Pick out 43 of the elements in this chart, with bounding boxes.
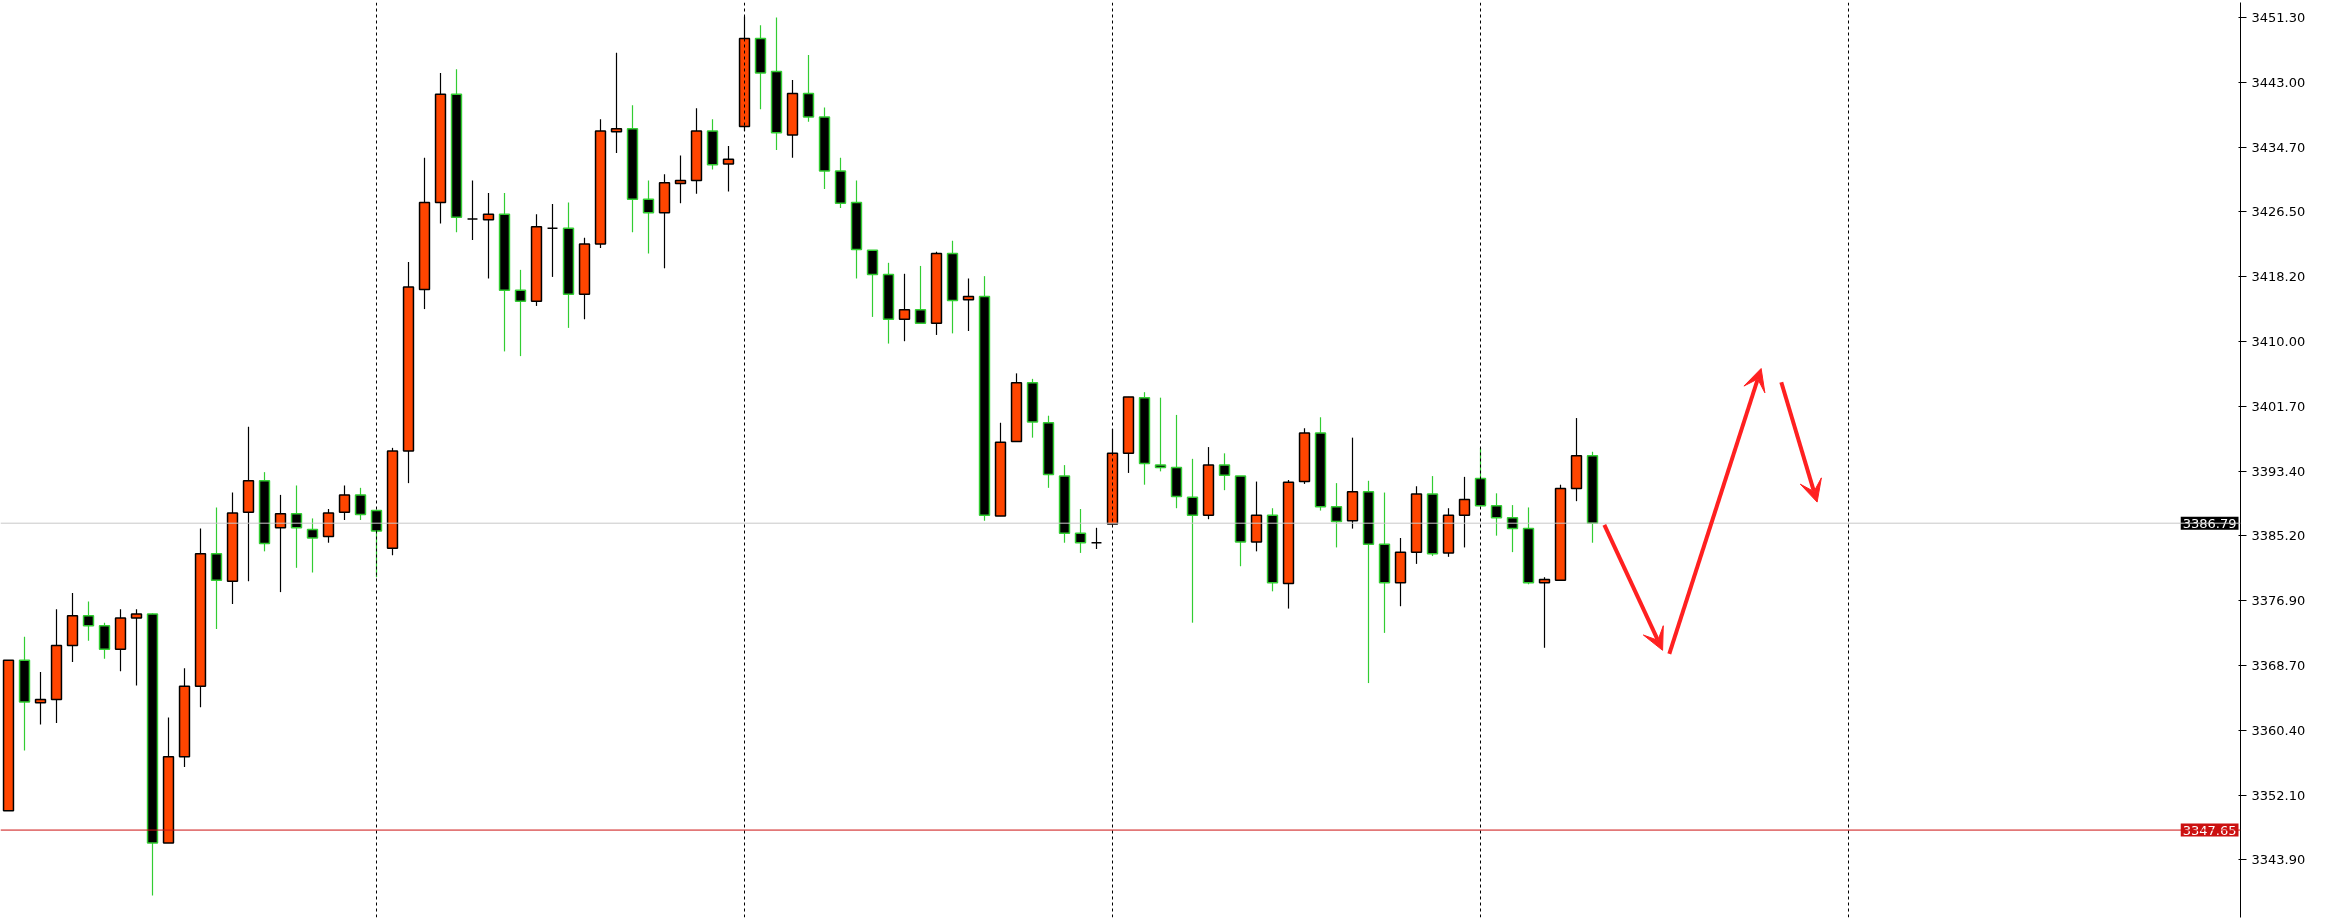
candlestick xyxy=(898,273,911,342)
y-tick-label: 3401.70 xyxy=(2251,398,2306,414)
y-tick-label: 3426.50 xyxy=(2251,204,2306,220)
candlestick xyxy=(98,622,111,660)
y-tick-label: 3393.40 xyxy=(2251,463,2306,479)
candlestick xyxy=(306,517,319,574)
candlestick xyxy=(802,54,815,123)
y-tick-label: 3343.90 xyxy=(2251,851,2306,867)
candlestick xyxy=(338,484,351,521)
candlestick xyxy=(130,608,143,687)
candlestick xyxy=(1090,527,1103,550)
y-tick-label: 3360.40 xyxy=(2251,722,2306,738)
candlestick xyxy=(482,192,495,280)
ref-line-label: 3386.79 xyxy=(2182,515,2237,531)
candlestick xyxy=(722,145,735,193)
y-tick-label: 3418.20 xyxy=(2251,269,2306,285)
candlestick xyxy=(610,52,623,154)
candlestick xyxy=(1074,508,1087,554)
y-tick-label: 3385.20 xyxy=(2251,528,2306,544)
candlestick xyxy=(1154,397,1167,472)
y-tick-label: 3410.00 xyxy=(2251,333,2306,349)
y-tick-label: 3451.30 xyxy=(2251,9,2306,25)
candlestick xyxy=(1218,452,1231,491)
candlestick xyxy=(354,487,367,521)
y-tick-label: 3443.00 xyxy=(2251,74,2306,90)
candlestick xyxy=(274,494,287,593)
candlestick xyxy=(514,269,527,357)
y-tick-label: 3376.90 xyxy=(2251,593,2306,609)
candlestick xyxy=(82,600,95,642)
candlestick xyxy=(1330,482,1343,549)
candlestick xyxy=(1458,476,1471,549)
candlestick xyxy=(466,179,479,241)
y-tick-label: 3434.70 xyxy=(2251,140,2306,156)
candlestick xyxy=(1186,458,1199,624)
candlestick xyxy=(546,203,559,278)
y-tick-label: 3368.70 xyxy=(2251,657,2306,673)
candlestick xyxy=(290,484,303,569)
ref-line-label: 3347.65 xyxy=(2182,822,2237,838)
candlestick xyxy=(642,179,655,254)
y-tick-label: 3352.10 xyxy=(2251,787,2306,803)
candlestick xyxy=(914,265,927,325)
candlestick xyxy=(322,508,335,544)
candlestick xyxy=(1490,492,1503,537)
